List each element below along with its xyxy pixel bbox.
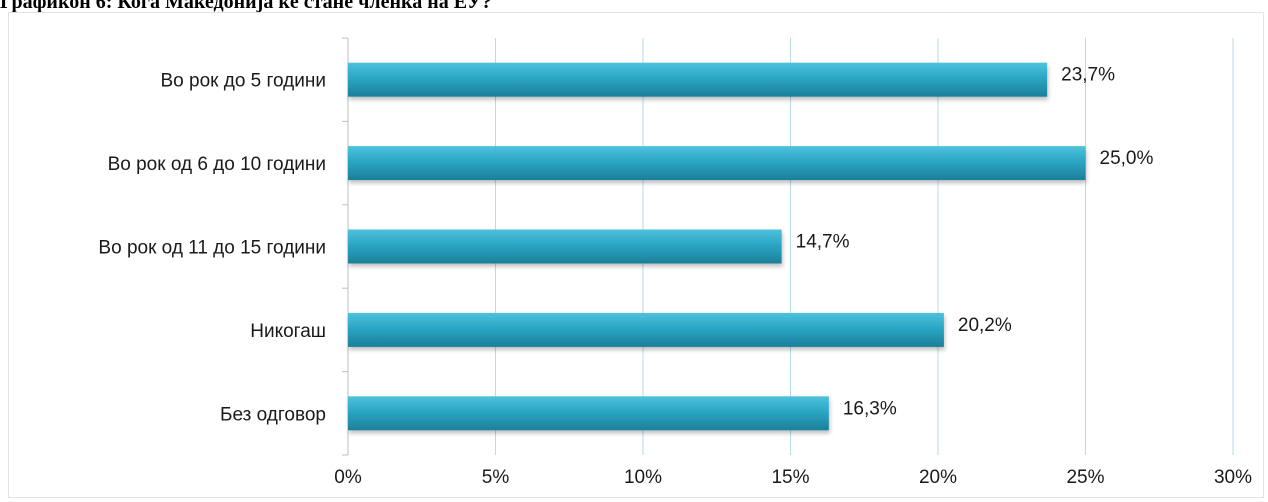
bar <box>348 229 782 264</box>
x-tick-label: 5% <box>482 467 510 488</box>
data-label: 14,7% <box>796 232 850 253</box>
x-tick-label: 15% <box>771 467 809 488</box>
x-tick-label: 20% <box>919 467 957 488</box>
x-tick-label: 10% <box>624 467 662 488</box>
data-label: 20,2% <box>958 315 1012 336</box>
category-label: Во рок од 11 до 15 години <box>98 238 326 259</box>
category-label: Во рок до 5 години <box>161 71 327 92</box>
bar <box>348 146 1086 181</box>
data-label: 23,7% <box>1061 65 1115 86</box>
category-label: Никогаш <box>250 321 326 342</box>
x-tick-label: 30% <box>1214 467 1252 488</box>
x-tick-label: 0% <box>334 467 362 488</box>
data-label: 25,0% <box>1100 148 1154 169</box>
labels: 0% 5% 10% 15% 20% 25% 30% Во рок до 5 години 23,… <box>98 65 1252 488</box>
chart-frame <box>8 12 1264 498</box>
bar <box>348 396 829 431</box>
axes <box>342 37 349 456</box>
bars <box>348 62 1086 431</box>
category-label: Без одговор <box>220 404 326 425</box>
chart-title: Графикон 6: Кога Македонија ќе стане чле… <box>0 0 492 13</box>
data-label: 16,3% <box>843 398 897 419</box>
category-label: Во рок од 6 до 10 години <box>108 154 326 175</box>
bar <box>348 312 944 347</box>
bar <box>348 62 1048 97</box>
x-tick-label: 25% <box>1066 467 1104 488</box>
